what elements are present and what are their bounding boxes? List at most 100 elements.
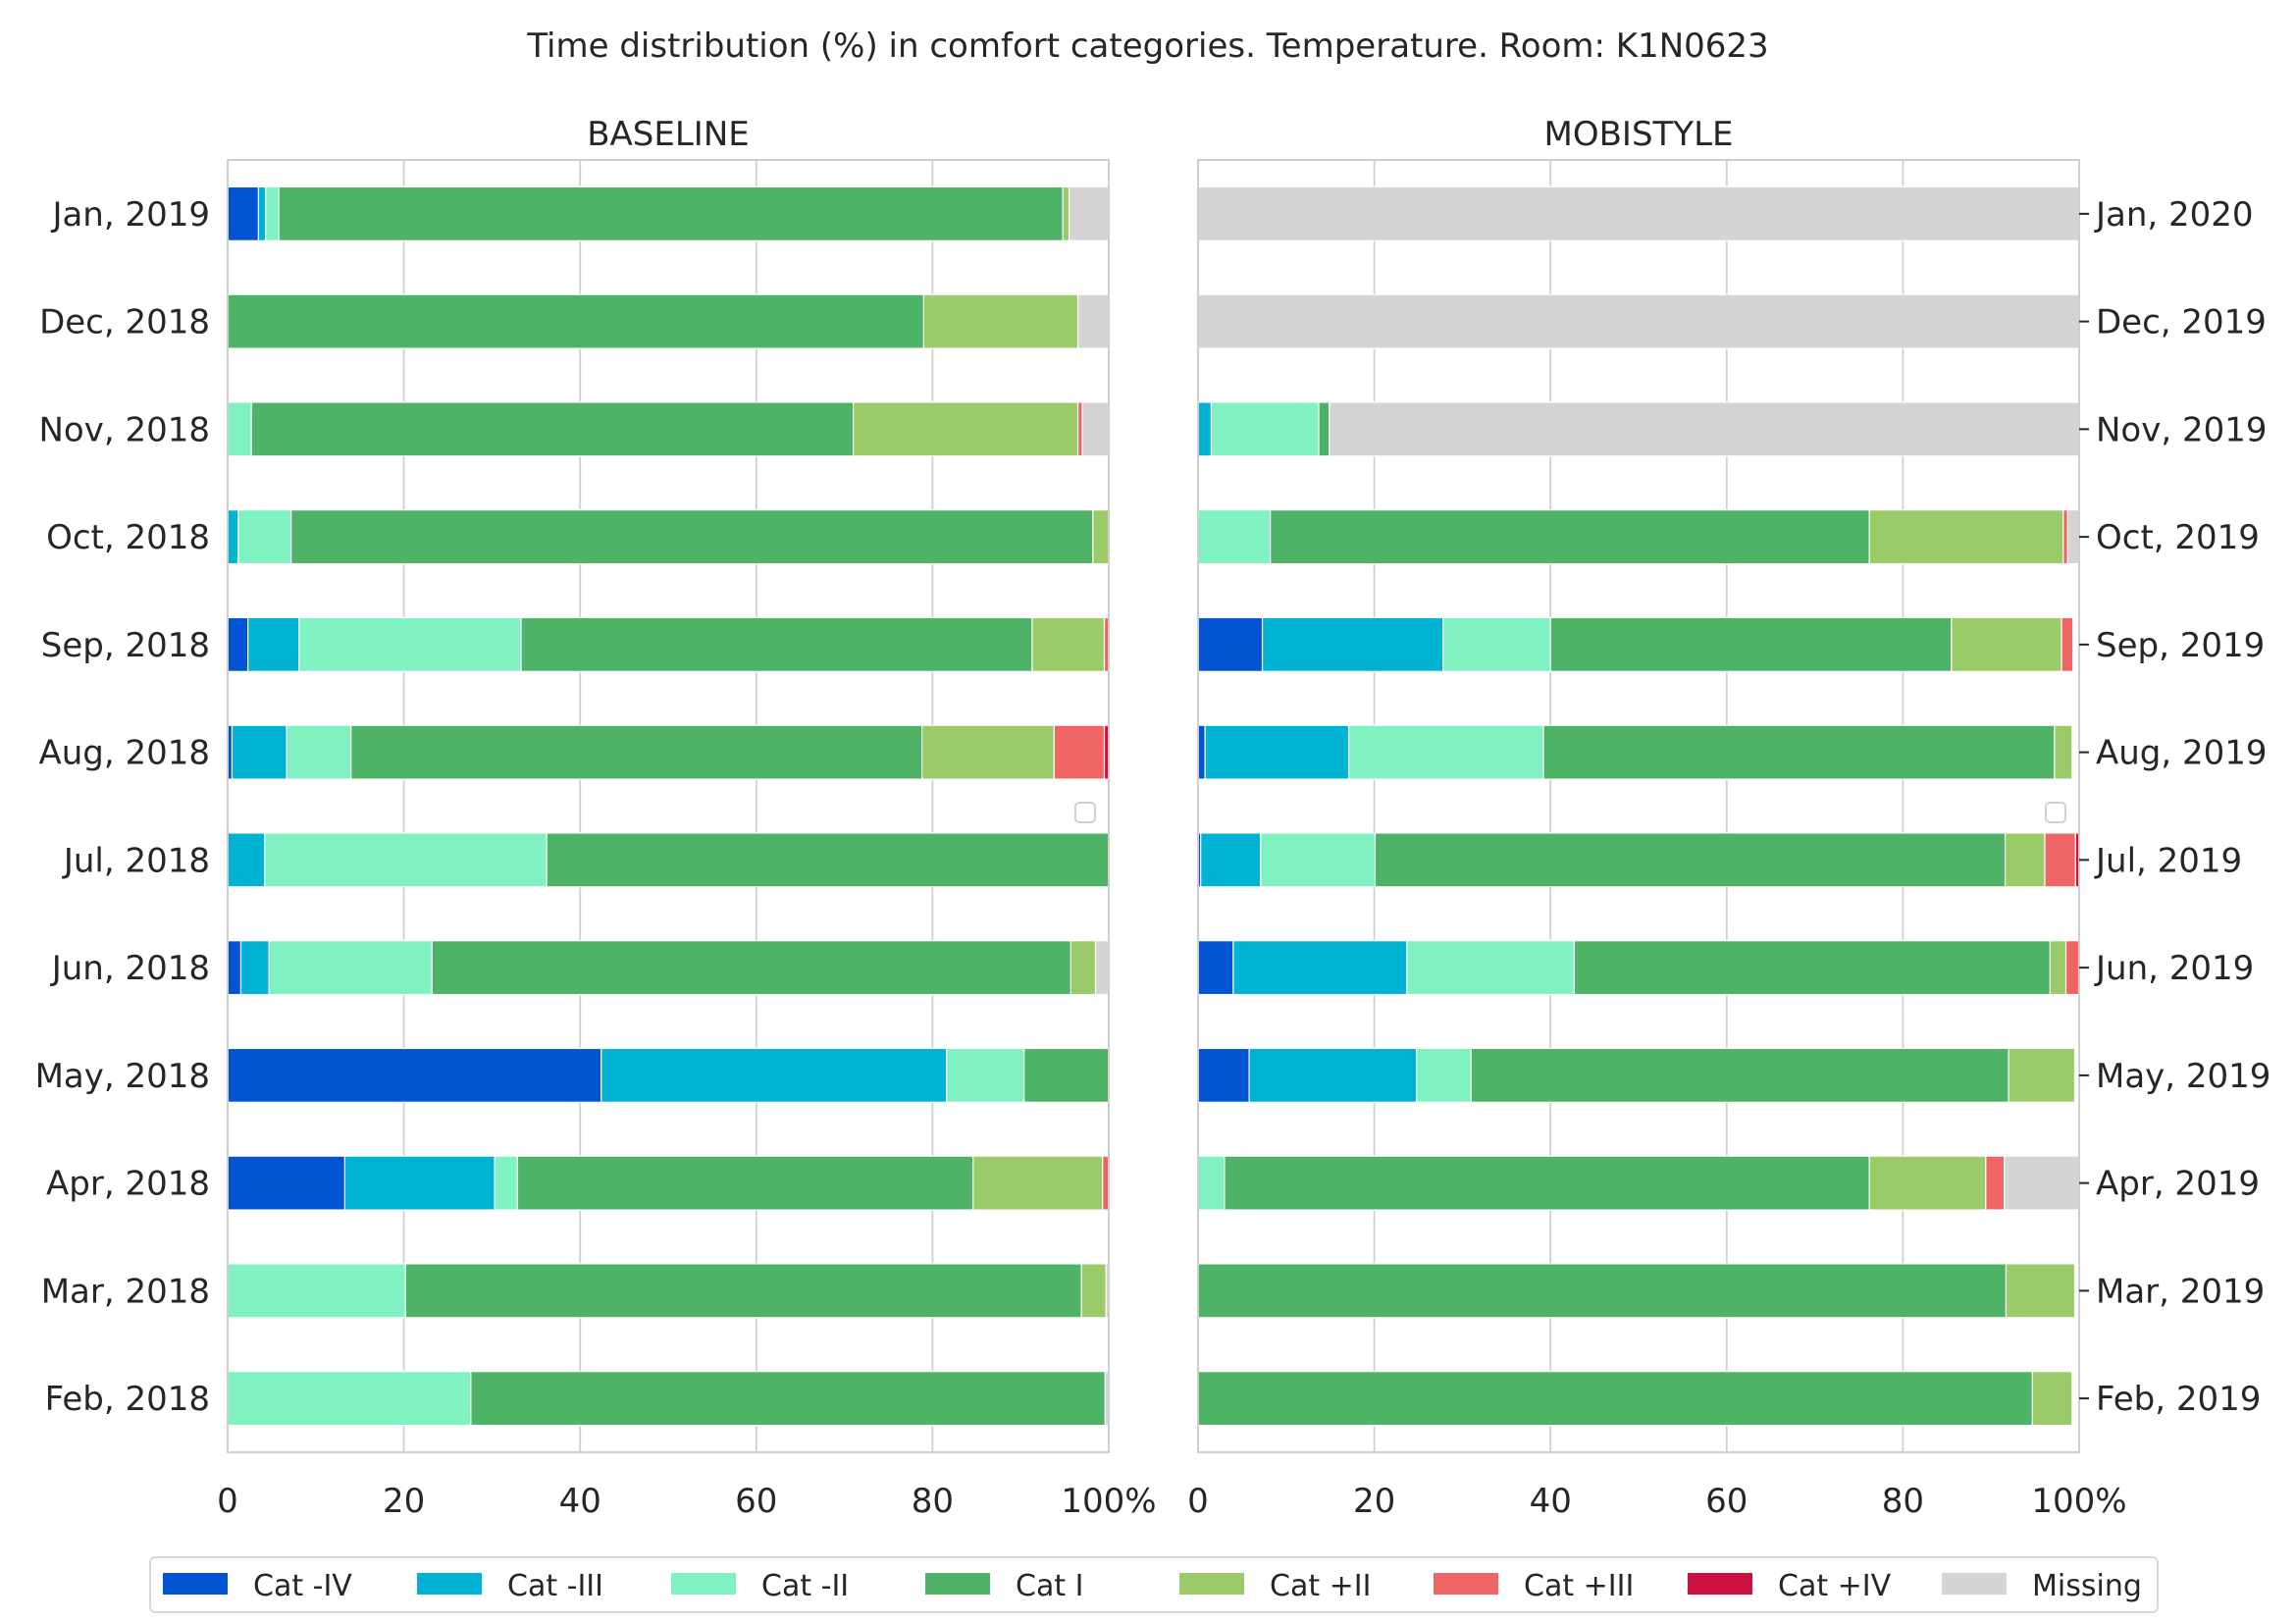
bar-segment [250,401,855,457]
legend-item: Cat +II [1179,1569,1371,1603]
legend-swatch [1434,1573,1498,1595]
bar-segment [227,509,239,565]
bar-segment [1197,1263,2008,1319]
bar-segment [227,616,249,672]
y-tick-label: Jan, 2019 [50,195,210,235]
bar-segment [1224,1155,1870,1211]
y-tick-label: Sep, 2019 [2096,626,2265,665]
bar-segment [852,401,1079,457]
bar-segment [227,1047,602,1103]
x-tick-label: 80 [1882,1482,1924,1521]
bar-segment [227,1371,472,1427]
plot-frame [1197,159,2080,1453]
bar-segment [1347,724,1544,780]
y-tick-label: Mar, 2018 [41,1272,210,1311]
bar-segment [2044,832,2077,888]
bar-segment [2066,509,2080,565]
x-tick-label: 100% [1061,1482,1156,1521]
bar-segment [1197,616,1264,672]
legend-item: Cat -IV [163,1569,352,1603]
x-tick-label: 40 [1530,1482,1572,1521]
bar-segment [1197,1047,1250,1103]
bar-segment [227,185,260,241]
x-tick-label: 0 [1187,1482,1209,1521]
legend-swatch [1179,1573,1244,1595]
legend: Cat -IV Cat -III Cat -II Cat I Cat +II Cat +I… [149,1556,2159,1613]
bar-segment [1260,832,1377,888]
bar-segment [1204,724,1350,780]
bar-segment [1985,1155,2006,1211]
bar-segment [227,293,925,349]
bar-segment [946,1047,1025,1103]
legend-swatch [1688,1573,1752,1595]
bar-segment [2004,1155,2080,1211]
y-tick-label: May, 2019 [2096,1057,2270,1096]
bar-segment [1197,1155,1226,1211]
bar-segment [286,724,352,780]
y-tick-label: Sep, 2018 [41,626,210,665]
y-tick-label: Oct, 2018 [46,518,210,557]
bar-segment [546,832,1110,888]
bar-segment [1374,832,2007,888]
bar-segment [972,1155,1104,1211]
y-tick-label: Feb, 2019 [2096,1380,2261,1419]
bar-segment [1197,509,1272,565]
legend-item: Cat -II [671,1569,849,1603]
x-tick-label: 20 [1353,1482,1395,1521]
bar-segment [268,940,433,996]
legend-item: Cat +IV [1688,1569,1892,1603]
bar-segment [265,185,280,241]
x-tick-label: 60 [1705,1482,1748,1521]
y-tick-label: Dec, 2019 [2096,303,2267,342]
bar-segment [2008,1047,2076,1103]
bar-segment [470,1371,1107,1427]
y-tick-label: Mar, 2019 [2096,1272,2265,1311]
legend-label: Cat +IV [1778,1569,1892,1603]
legend-label: Missing [2032,1569,2142,1603]
bar-segment [1081,401,1110,457]
x-tick-label: 40 [559,1482,601,1521]
legend-label: Cat -II [761,1569,849,1603]
bar-segment [1197,1371,2034,1427]
y-tick-label: May, 2018 [35,1057,210,1096]
bar-segment [298,616,522,672]
bar-segment [343,1155,496,1211]
bar-segment [227,832,266,888]
y-tick-label: Nov, 2018 [39,410,211,449]
bar-segment [1542,724,2056,780]
legend-swatch [671,1573,736,1595]
bar-segment [1573,940,2051,996]
legend-label: Cat I [1016,1569,1083,1603]
y-tick-label: Feb, 2018 [45,1380,210,1419]
bar-segment [1197,185,2080,241]
panel-title: BASELINE [587,115,750,154]
bar-segment [922,293,1079,349]
bar-segment [2004,832,2046,888]
bar-segment [1053,724,1106,780]
x-tick-label: 0 [217,1482,238,1521]
bar-segment [1031,616,1106,672]
bar-segment [239,940,270,996]
bar-segment [1442,616,1551,672]
legend-label: Cat -IV [253,1569,352,1603]
bar-segment [1068,185,1110,241]
bar-segment [2031,1371,2073,1427]
legend-item: Cat -III [417,1569,603,1603]
y-tick-label: Apr, 2018 [46,1165,210,1204]
bar-segment [1261,616,1444,672]
bar-segment [1197,401,1213,457]
bar-segment [257,185,267,241]
bar-segment [237,509,292,565]
plot-frame [227,159,1110,1453]
bar-segment [1070,940,1097,996]
bar-segment [1200,832,1262,888]
bar-segment [1406,940,1576,996]
bar-segment [1062,185,1070,241]
bar-segment [1092,509,1110,565]
legend-swatch [925,1573,990,1595]
bar-segment [494,1155,519,1211]
bar-segment [1197,724,1206,780]
bar-segment [516,1155,974,1211]
bar-segment [921,724,1055,780]
